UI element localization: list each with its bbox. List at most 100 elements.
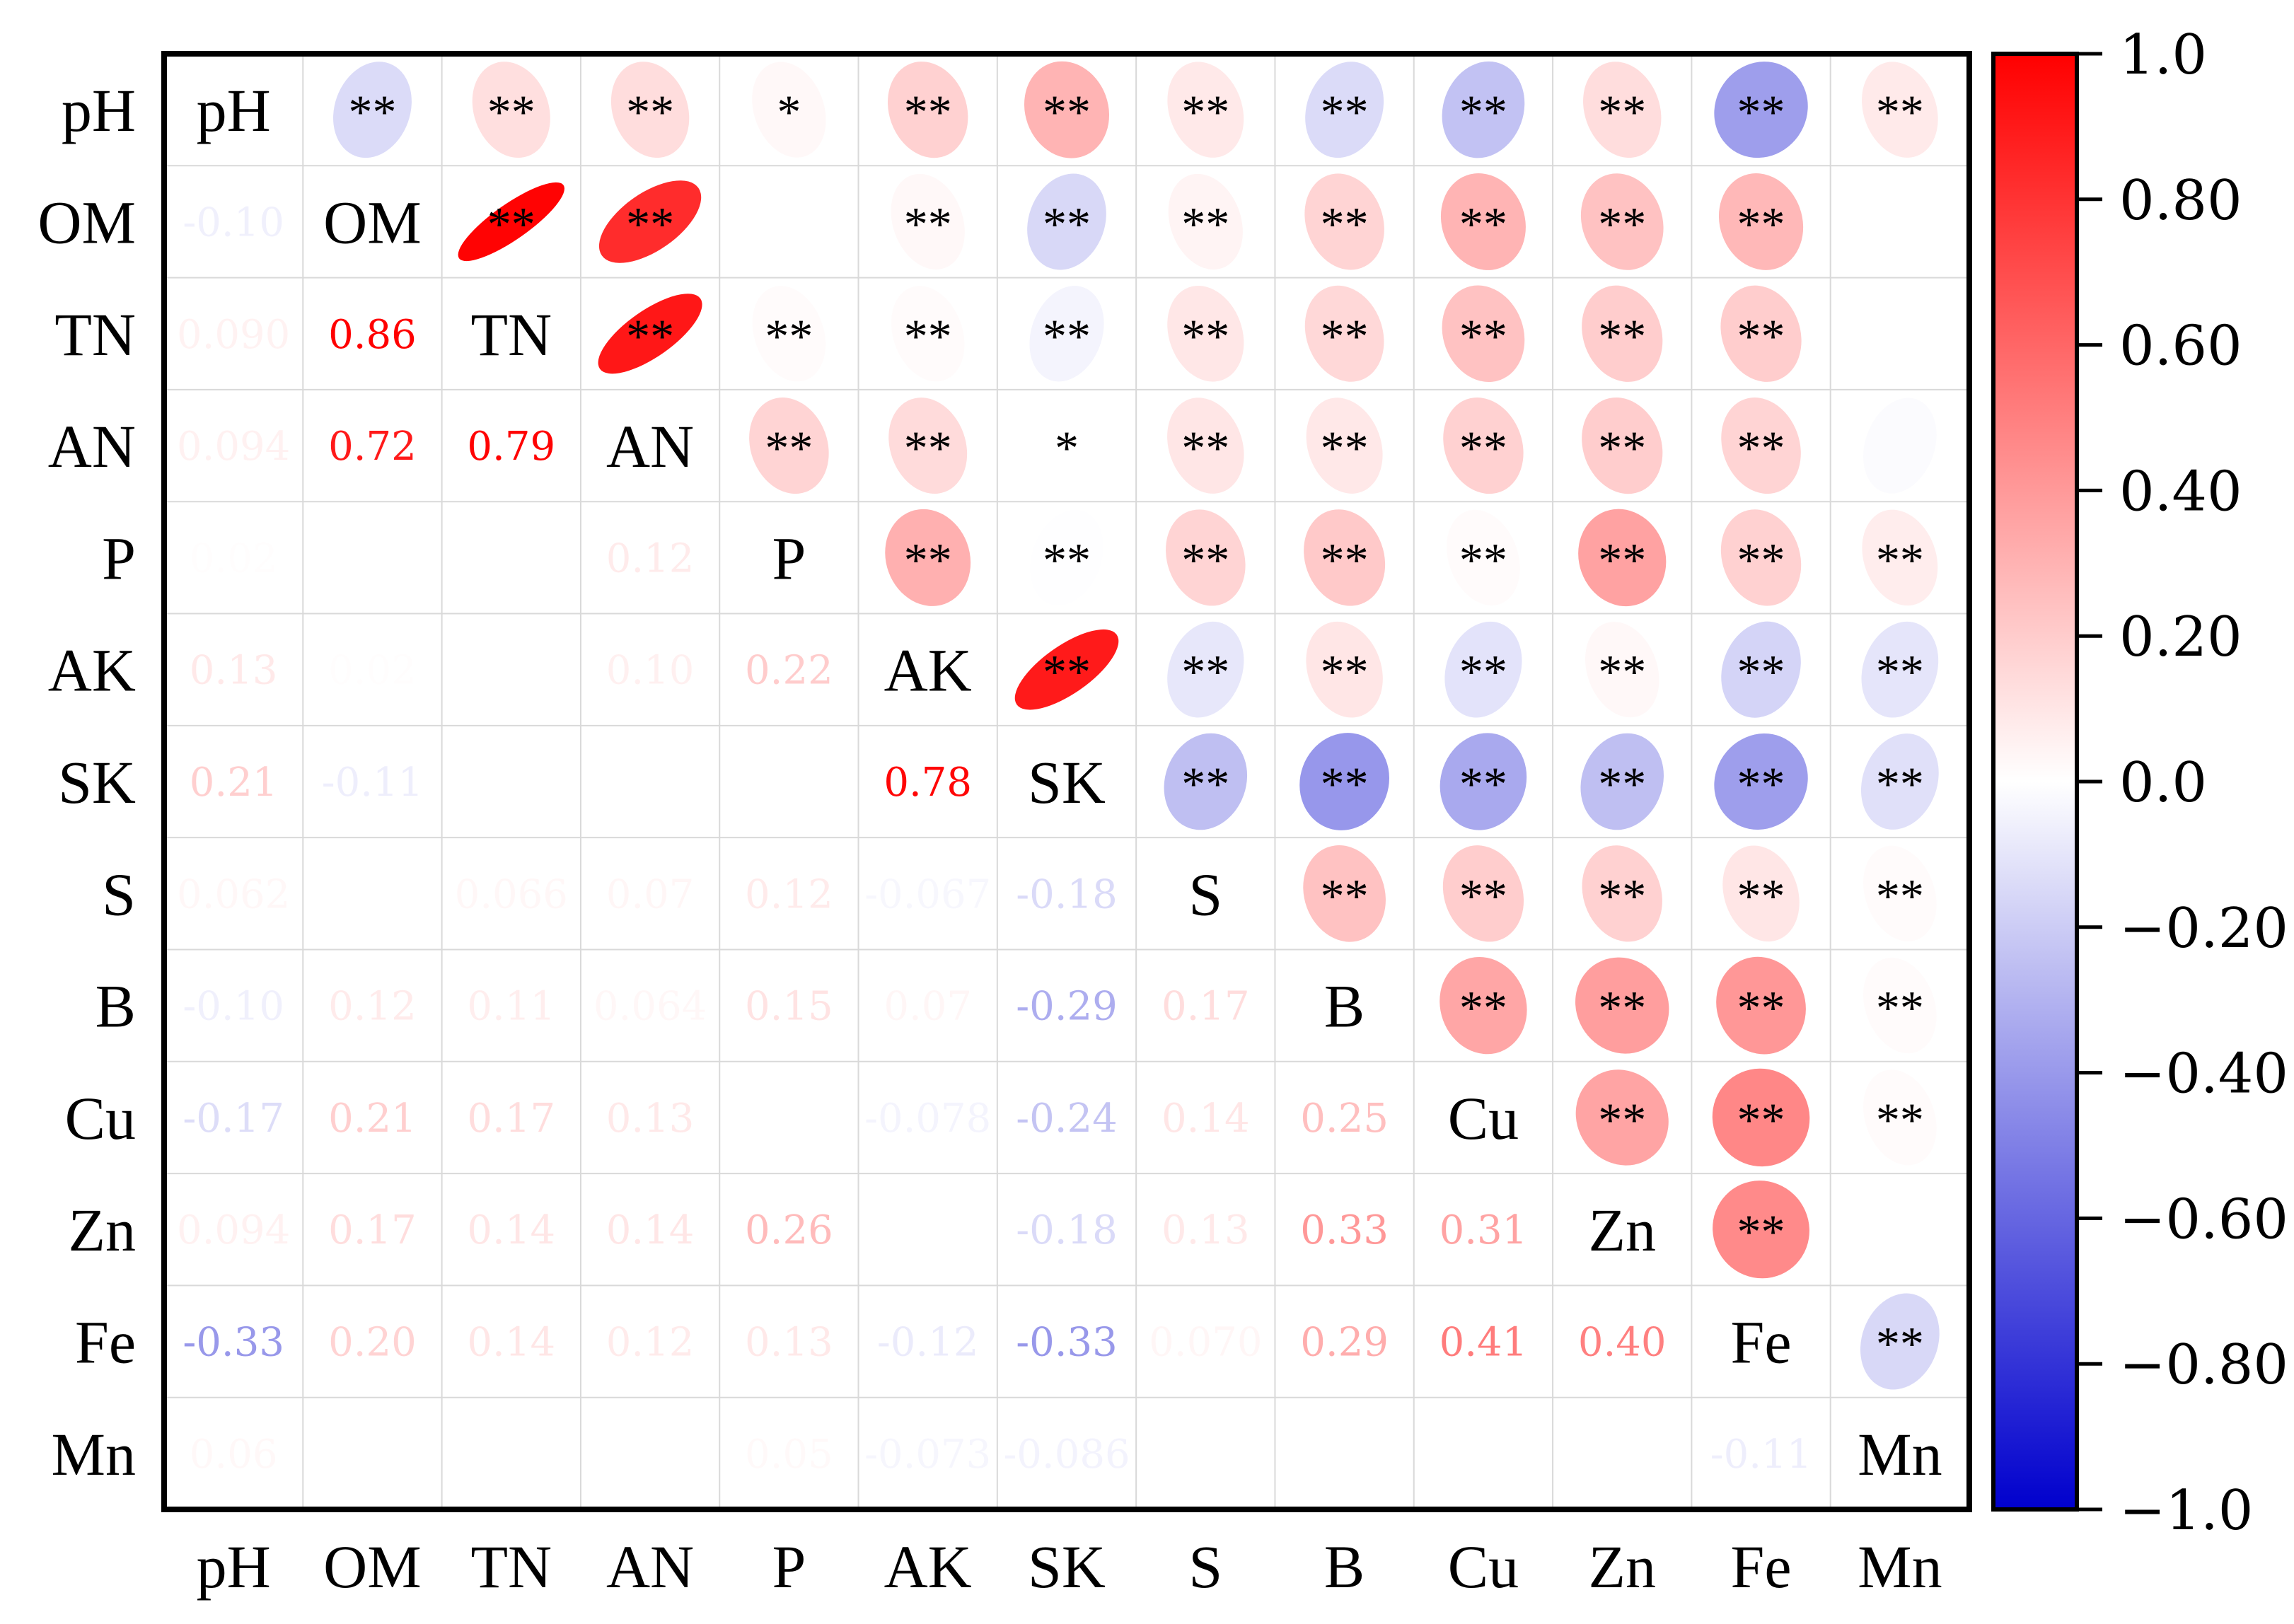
correlation-ellipse [1582,285,1663,382]
significance-marker: ** [1737,869,1785,922]
correlation-ellipse [753,173,826,269]
correlation-coefficient: 0.094 [177,1207,290,1253]
significance-marker: ** [1321,645,1369,699]
significance-marker: ** [1737,421,1785,475]
correlation-ellipse [1024,61,1110,158]
colorbar-ticks: 1.0 0.80 0.60 0.40 0.20 0.0 −0.20 −0.40 −0.60 −0.… [2077,23,2288,1543]
correlation-coefficient: -0.18 [1016,1207,1118,1253]
correlation-ellipse [1440,173,1526,270]
colorbar-tick-label: 1.0 [2119,23,2207,87]
y-tick-label: SK [58,748,136,816]
correlation-ellipse [1718,173,1804,270]
correlation-ellipse [888,62,968,158]
significance-marker: ** [1459,309,1507,363]
correlation-ellipse [1712,1068,1810,1167]
correlation-ellipse [1580,733,1664,830]
y-tick-label: AN [48,412,136,480]
significance-marker: * [1055,421,1079,475]
correlation-coefficient: -0.12 [877,1320,979,1366]
colorbar-tick-label: −0.40 [2119,1043,2288,1106]
significance-marker: ** [1598,197,1646,250]
correlation-ellipse [1578,509,1667,607]
correlation-ellipse [1863,1069,1937,1166]
correlation-coefficient: 0.86 [328,312,417,358]
correlation-ellipse [1443,397,1524,494]
correlation-coefficient: 0.15 [745,984,833,1030]
correlation-coefficient: 0.17 [328,1207,417,1253]
x-tick-label: TN [470,1533,552,1601]
correlation-coefficient: -0.24 [1016,1096,1118,1142]
correlation-ellipse [1439,733,1527,830]
significance-marker: ** [1876,85,1924,139]
correlation-ellipse [1713,1181,1809,1279]
significance-marker: ** [626,85,674,139]
correlation-coefficient: 0.02 [328,648,417,694]
colorbar-gradient [1991,52,2079,1512]
significance-marker: ** [1043,85,1091,139]
colorbar-tick-label: −0.80 [2119,1333,2288,1397]
correlation-coefficient: 0.21 [328,1096,417,1142]
y-tick-label: AK [48,637,136,704]
significance-marker: ** [1598,981,1646,1035]
correlation-coefficient: -0.086 [1003,1432,1130,1478]
significance-marker: ** [1181,533,1229,586]
correlation-ellipse [749,398,829,494]
correlation-coefficient: 0.11 [467,984,555,1030]
significance-marker: ** [1598,869,1646,922]
significance-marker: ** [1043,533,1091,586]
significance-marker: ** [348,85,396,139]
correlation-coefficient: 0.17 [1162,984,1250,1030]
y-tick-label: P [102,524,136,592]
correlation-coefficient: -0.11 [322,760,424,806]
significance-marker: ** [1876,869,1924,922]
correlation-ellipse [1860,1293,1940,1390]
correlation-coefficient: 0.79 [467,424,555,470]
diagonal-label: SK [1028,748,1106,816]
correlation-ellipse [1863,958,1937,1054]
correlation-ellipse [1168,173,1243,270]
correlation-ellipse [598,180,702,263]
x-tick-label: Zn [1588,1533,1656,1601]
correlation-coefficient: 0.25 [1300,1096,1389,1142]
correlation-ellipse [1306,621,1383,718]
significance-marker: * [777,85,801,139]
correlation-ellipse [1722,845,1800,942]
x-tick-label: pH [197,1533,271,1601]
correlation-coefficient: 0.20 [328,1320,417,1366]
significance-marker: ** [626,309,674,363]
diagonal-label: Mn [1858,1420,1942,1488]
plot-frame [161,51,1972,1512]
significance-marker: ** [487,85,535,139]
significance-marker: ** [1737,197,1785,250]
significance-marker: ** [904,85,952,139]
correlation-coefficient: 0.26 [745,1207,833,1253]
correlation-coefficient: -0.33 [1016,1320,1118,1366]
significance-marker: ** [1737,981,1785,1035]
correlation-coefficient: 0.14 [467,1207,555,1253]
y-tick-label: OM [37,188,136,256]
correlation-ellipse [1030,509,1103,605]
correlation-coefficient: -0.33 [183,1320,284,1366]
correlation-ellipse [1167,285,1244,382]
correlation-coefficient: 0.070 [1149,1320,1262,1366]
significance-marker: ** [1737,757,1785,811]
significance-marker: ** [904,197,952,250]
correlation-ellipse [1863,1181,1937,1277]
significance-marker: ** [1321,533,1369,586]
colorbar-tick-label: −0.20 [2119,897,2288,961]
significance-marker: ** [1459,757,1507,811]
grid-lines [164,54,1969,1509]
correlation-ellipse [1305,62,1384,158]
significance-marker: ** [1737,645,1785,699]
significance-marker: ** [1598,1093,1646,1147]
correlation-coefficient: 0.06 [190,1432,278,1478]
correlation-ellipse [1027,173,1106,270]
diagonal-label: Zn [1588,1196,1656,1264]
correlation-coefficient: 0.12 [606,1320,695,1366]
diagonal-label: Fe [1731,1309,1792,1376]
significance-marker: ** [1598,645,1646,699]
correlation-ellipse [1166,509,1246,606]
correlation-ellipse [1583,62,1662,158]
correlation-coefficient: 0.29 [1300,1320,1389,1366]
significance-marker: ** [1321,85,1369,139]
